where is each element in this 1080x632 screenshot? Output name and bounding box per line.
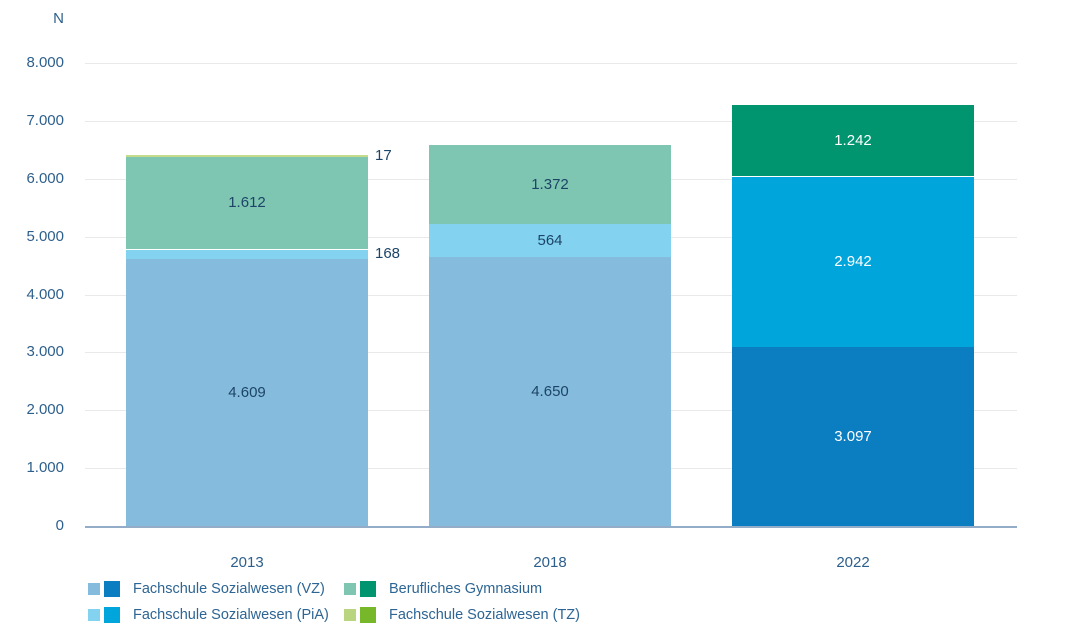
bar-value-label: 4.609 bbox=[228, 384, 266, 402]
bar-segment-fachschule-sozialwesen-vz-2013: 4.609 bbox=[126, 259, 368, 526]
bar-segment-fachschule-sozialwesen-vz-2022: 3.097 bbox=[732, 346, 974, 526]
legend-swatch-dark bbox=[360, 581, 376, 597]
legend-swatch-dark bbox=[104, 581, 120, 597]
bar-segment-fachschule-sozialwesen-pia-2013 bbox=[126, 249, 368, 260]
bar-segment-berufliches-gymnasium-2022: 1.242 bbox=[732, 104, 974, 177]
bar-segment-fachschule-sozialwesen-vz-2018: 4.650 bbox=[429, 256, 671, 526]
bar-value-label: 3.097 bbox=[834, 427, 872, 445]
bar-segment-fachschule-sozialwesen-tz-2013 bbox=[126, 155, 368, 157]
bar-value-label: 4.650 bbox=[531, 382, 569, 400]
gridline-7.000 bbox=[85, 120, 1017, 122]
legend-swatch-light bbox=[344, 609, 356, 621]
bar-value-label: 17 bbox=[375, 147, 392, 164]
legend-item-label: Fachschule Sozialwesen (VZ) bbox=[133, 581, 325, 597]
y-tick-label: 0 bbox=[55, 517, 64, 534]
y-tick-label: 5.000 bbox=[26, 227, 64, 245]
y-tick-label: 6.000 bbox=[26, 169, 64, 187]
bar-value-label: 1.242 bbox=[834, 132, 872, 150]
bar-segment-berufliches-gymnasium-2018: 1.372 bbox=[429, 144, 671, 225]
legend-swatch-light bbox=[344, 583, 356, 595]
bar-value-label: 1.612 bbox=[228, 194, 266, 212]
y-tick-label: 7.000 bbox=[26, 111, 64, 129]
gridline-8.000 bbox=[85, 63, 1017, 64]
bar-segment-fachschule-sozialwesen-pia-2022: 2.942 bbox=[732, 176, 974, 347]
y-tick-label: 3.000 bbox=[26, 343, 64, 361]
bar-value-label: 564 bbox=[537, 231, 563, 249]
y-tick-label: 4.000 bbox=[26, 285, 64, 303]
x-tick-label-2013: 2013 bbox=[230, 554, 264, 571]
x-tick-label-2018: 2018 bbox=[533, 554, 567, 571]
y-tick-label: 2.000 bbox=[26, 401, 64, 419]
bar-value-label: 2.942 bbox=[834, 253, 872, 271]
legend-swatch-dark bbox=[104, 607, 120, 623]
legend-item-label: Fachschule Sozialwesen (TZ) bbox=[389, 607, 580, 623]
y-tick-label: 1.000 bbox=[26, 459, 64, 477]
x-axis-line bbox=[85, 526, 1017, 528]
legend-item-label: Berufliches Gymnasium bbox=[389, 581, 543, 597]
legend-swatch-light bbox=[88, 609, 100, 621]
legend-swatch-light bbox=[88, 583, 100, 595]
legend-swatch-dark bbox=[360, 607, 376, 623]
x-tick-label-2022: 2022 bbox=[836, 554, 870, 571]
bar-segment-fachschule-sozialwesen-pia-2018: 564 bbox=[429, 224, 671, 257]
y-axis-title: N bbox=[53, 10, 64, 27]
y-tick-label: 8.000 bbox=[26, 54, 64, 71]
bar-segment-berufliches-gymnasium-2013: 1.612 bbox=[126, 156, 368, 250]
bar-value-label: 168 bbox=[375, 245, 401, 263]
bar-value-label: 1.372 bbox=[531, 175, 569, 193]
legend-item-label: Fachschule Sozialwesen (PiA) bbox=[133, 607, 329, 623]
